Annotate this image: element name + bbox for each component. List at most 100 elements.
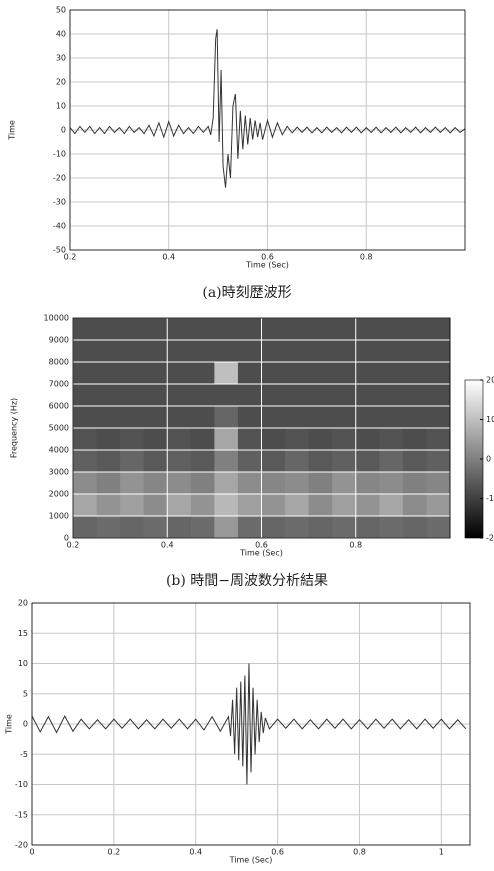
heatmap-cell — [191, 362, 215, 385]
y-tick-label: -10 — [15, 780, 28, 789]
heatmap-cell — [285, 340, 309, 363]
heatmap-cell — [73, 318, 97, 341]
heatmap-cell — [167, 428, 191, 451]
x-tick-label: 0.2 — [67, 541, 80, 550]
x-tick-label: 0.8 — [353, 848, 366, 857]
heatmap-cell — [167, 318, 191, 341]
heatmap-cell — [285, 362, 309, 385]
heatmap-cell — [167, 472, 191, 495]
heatmap-cell — [97, 428, 121, 451]
y-tick-label: 10000 — [44, 314, 69, 323]
heatmap-cell — [167, 362, 191, 385]
heatmap-cell — [285, 406, 309, 429]
heatmap-cell — [379, 384, 403, 407]
heatmap-cell — [262, 340, 286, 363]
y-axis-label: Frequency (Hz) — [10, 398, 19, 458]
heatmap-cell — [167, 450, 191, 473]
heatmap-cell — [120, 450, 144, 473]
heatmap-cell — [379, 362, 403, 385]
x-tick-label: 1 — [439, 848, 444, 857]
heatmap-cell — [73, 362, 97, 385]
heatmap-cell — [332, 494, 356, 517]
heatmap-cell — [356, 384, 380, 407]
x-tick-label: 0.4 — [161, 541, 174, 550]
heatmap-cell — [356, 472, 380, 495]
y-tick-label: 20 — [56, 78, 66, 87]
heatmap-cell — [120, 318, 144, 341]
heatmap-cell — [426, 384, 450, 407]
heatmap-cell — [403, 428, 427, 451]
heatmap-cell — [356, 428, 380, 451]
heatmap-cell — [97, 384, 121, 407]
heatmap-cell — [120, 384, 144, 407]
heatmap-cell — [73, 450, 97, 473]
heatmap-cell — [309, 362, 333, 385]
y-tick-label: 2000 — [49, 490, 69, 499]
heatmap-cell — [73, 494, 97, 517]
heatmap-cell — [262, 384, 286, 407]
heatmap-cell — [403, 472, 427, 495]
y-tick-label: 10 — [56, 102, 66, 111]
figure: -50-40-30-20-10010203040500.20.40.60.8Ti… — [0, 0, 494, 871]
heatmap-cell — [73, 384, 97, 407]
heatmap-cell — [309, 450, 333, 473]
y-tick-label: 6000 — [49, 402, 69, 411]
heatmap-cell — [144, 318, 168, 341]
x-axis-label: Time (Sec) — [229, 856, 273, 865]
heatmap-cell — [309, 472, 333, 495]
caption: (a)時刻歴波形 — [202, 285, 291, 301]
heatmap-cell — [238, 494, 262, 517]
heatmap-cell — [144, 516, 168, 539]
y-tick-label: 9000 — [49, 336, 69, 345]
heatmap-cell — [144, 384, 168, 407]
heatmap-cell — [379, 406, 403, 429]
heatmap-cell — [120, 494, 144, 517]
colorbar-tick-label: -10 — [486, 494, 494, 503]
heatmap-cell — [332, 362, 356, 385]
heatmap-cell — [238, 472, 262, 495]
heatmap-cell — [120, 428, 144, 451]
heatmap-cell — [167, 406, 191, 429]
heatmap-cell — [191, 428, 215, 451]
colorbar-tick-label: -20 — [486, 534, 494, 543]
heatmap-cell — [426, 362, 450, 385]
heatmap-cell — [73, 340, 97, 363]
y-tick-label: 5000 — [49, 424, 69, 433]
heatmap-cell — [167, 384, 191, 407]
heatmap-cell — [262, 472, 286, 495]
heatmap-cell — [332, 406, 356, 429]
heatmap-cell — [379, 340, 403, 363]
heatmap-cell — [309, 318, 333, 341]
heatmap-cell — [191, 516, 215, 539]
heatmap-cell — [426, 472, 450, 495]
heatmap-cell — [356, 340, 380, 363]
y-tick-label: 3000 — [49, 468, 69, 477]
y-tick-label: 5 — [23, 689, 28, 698]
heatmap-cell — [191, 406, 215, 429]
heatmap-cell — [309, 406, 333, 429]
heatmap-cell — [426, 318, 450, 341]
heatmap-cell — [214, 450, 238, 473]
heatmap-cell — [214, 472, 238, 495]
y-tick-label: 20 — [18, 599, 28, 608]
heatmap-cell — [214, 318, 238, 341]
heatmap-cell — [379, 516, 403, 539]
heatmap-cell — [191, 472, 215, 495]
heatmap-cell — [144, 362, 168, 385]
heatmap-cell — [97, 340, 121, 363]
heatmap-cell — [73, 428, 97, 451]
heatmap-cell — [426, 406, 450, 429]
heatmap-cell — [262, 516, 286, 539]
heatmap-cell — [426, 428, 450, 451]
heatmap-cell — [97, 516, 121, 539]
heatmap-cell — [191, 494, 215, 517]
heatmap-cell — [120, 516, 144, 539]
x-tick-label: 0.2 — [108, 848, 121, 857]
colorbar-tick-label: 10 — [486, 415, 494, 424]
heatmap-cell — [356, 318, 380, 341]
heatmap-cell — [426, 494, 450, 517]
x-tick-label: 0.4 — [162, 253, 175, 262]
y-tick-label: -20 — [53, 174, 66, 183]
heatmap-cell — [262, 450, 286, 473]
heatmap-cell — [144, 472, 168, 495]
